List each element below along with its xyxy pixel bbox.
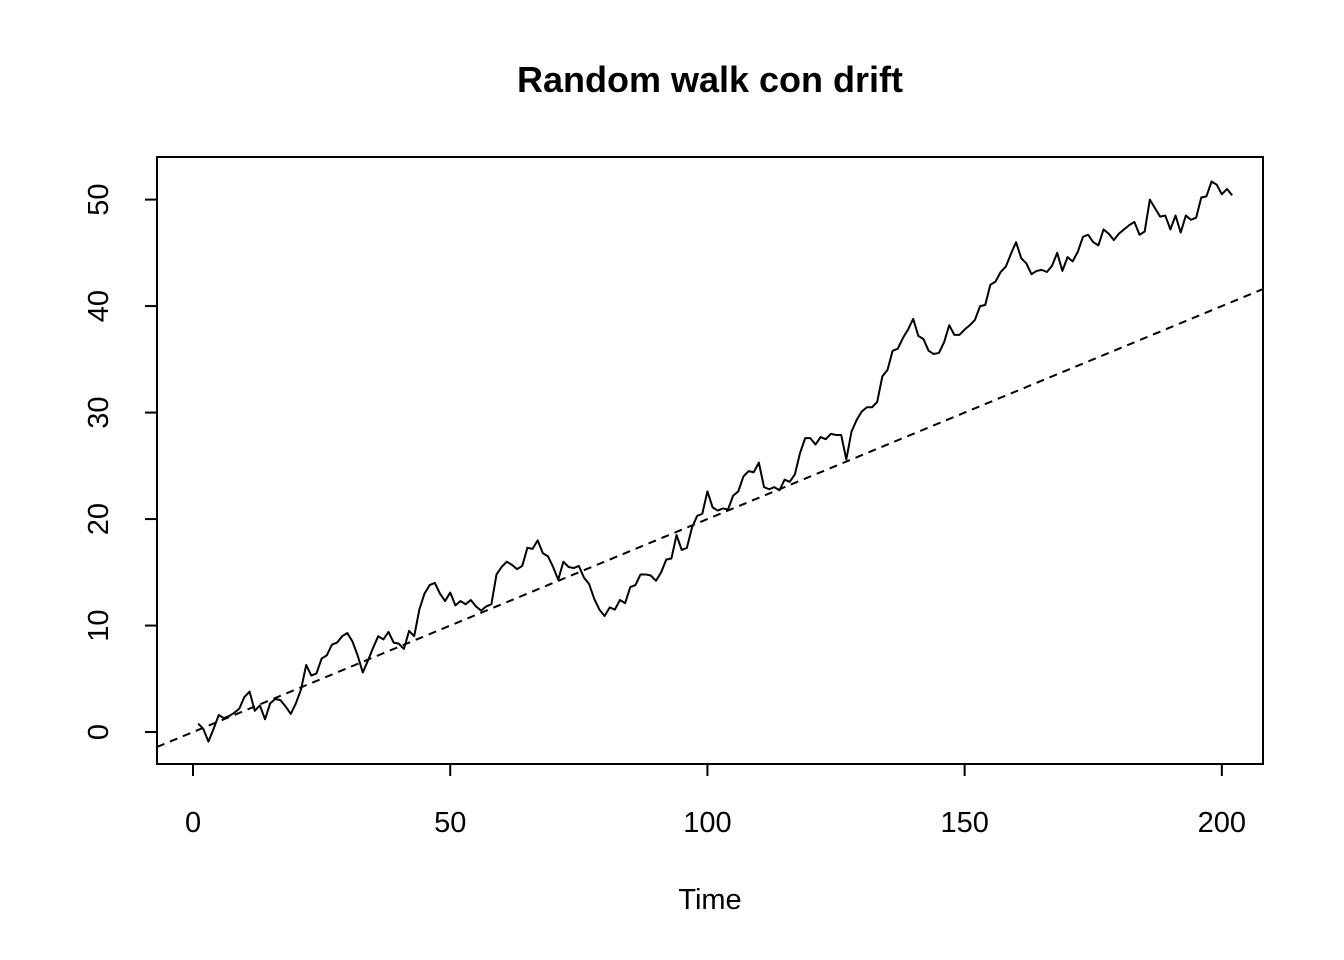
y-tick-label: 40 <box>83 290 115 322</box>
x-tick-label: 50 <box>434 807 466 839</box>
y-tick-label: 20 <box>83 503 115 535</box>
plot-frame <box>156 156 1264 765</box>
y-tick-label: 10 <box>83 609 115 641</box>
x-tick-label: 0 <box>185 807 201 839</box>
x-axis-label: Time <box>678 884 741 916</box>
drift-trend-line <box>156 288 1264 748</box>
random-walk-line <box>197 180 1233 743</box>
y-tick-label: 50 <box>83 183 115 215</box>
y-tick-label: 0 <box>83 724 115 740</box>
x-tick-label: 100 <box>683 807 731 839</box>
chart-title: Random walk con drift <box>517 59 903 100</box>
series-layer <box>156 180 1264 748</box>
x-axis: 0 50 100 150 200 <box>185 763 1246 839</box>
y-tick-label: 30 <box>83 396 115 428</box>
x-tick-label: 150 <box>940 807 988 839</box>
y-axis: 0 10 20 30 40 50 <box>83 183 158 740</box>
x-tick-label: 200 <box>1198 807 1246 839</box>
